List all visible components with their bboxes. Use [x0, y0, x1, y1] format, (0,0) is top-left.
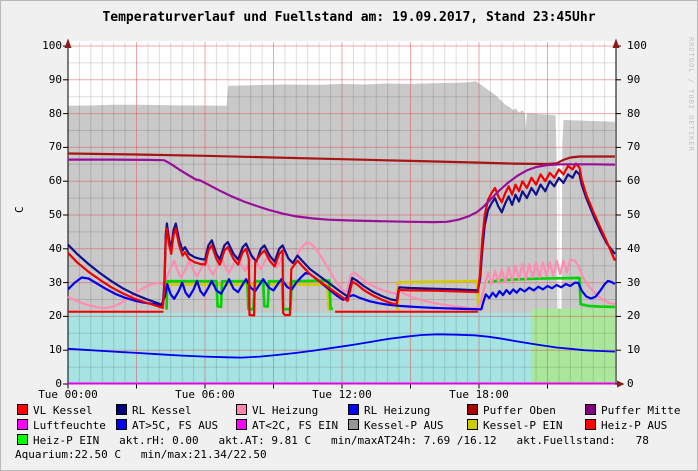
legend-swatch	[236, 419, 247, 430]
series-rl-heizung	[67, 272, 616, 311]
y-tick-label-left: 10	[48, 343, 62, 357]
legend-label: VL Kessel	[33, 404, 93, 417]
arrow-up-left	[64, 38, 72, 48]
legend-row-status: Heiz-P EIN akt.rH: 0.00 akt.AT: 9.81 C m…	[17, 434, 649, 447]
legend-label: AT>5C, FS AUS	[132, 419, 219, 432]
status-aquarium: Aquarium:22.50 C min/max:21.34/22.50	[15, 448, 267, 461]
legend-item-heiz-p-aus: Heiz-P AUS	[585, 419, 667, 432]
y-tick-label-left: 90	[48, 72, 62, 86]
legend-label: Luftfeuchte	[33, 419, 106, 432]
legend-label: Kessel-P AUS	[364, 419, 444, 432]
y-tick-label-right: 30	[627, 275, 641, 289]
area-at-gt5c-fs-aus	[68, 313, 532, 384]
y-tick-label-left: 30	[48, 275, 62, 289]
legend-swatch	[348, 404, 359, 415]
series-aussentemperatur	[67, 333, 615, 359]
legend-swatch	[17, 404, 28, 415]
x-tick-label: Tue 06:00	[175, 388, 235, 401]
legend-swatch	[467, 404, 478, 415]
legend-item-at-5c-fs-aus: AT>5C, FS AUS	[116, 419, 218, 432]
legend-label-heiz-p-ein: Heiz-P EIN	[33, 434, 100, 447]
series-kessel-p-ein	[396, 279, 480, 311]
chart-title: Temperaturverlauf und Fuellstand am: 19.…	[102, 10, 596, 25]
legend-swatch	[585, 404, 596, 415]
legend-label: Kessel-P EIN	[483, 419, 563, 432]
legend-swatch	[467, 419, 478, 430]
legend-item-vl-heizung: VL Heizung	[236, 404, 318, 417]
legend-label: AT<2C, FS EIN	[252, 419, 339, 432]
legend-swatch-heiz-p-ein	[17, 434, 28, 445]
legend-item-kessel-p-ein: Kessel-P EIN	[467, 419, 562, 432]
y-tick-label-right: 0	[627, 377, 634, 390]
status-values: akt.rH: 0.00 akt.AT: 9.81 C min/maxAT24h…	[99, 434, 649, 447]
y-tick-label-right: 70	[627, 140, 641, 154]
x-tick-label: Tue 12:00	[312, 388, 372, 401]
legend-label: RL Kessel	[132, 404, 192, 417]
legend-item-puffer-mitte: Puffer Mitte	[585, 404, 680, 417]
y-tick-label-left: 100	[42, 39, 62, 52]
legend-swatch	[236, 404, 247, 415]
y-tick-label-left: 70	[48, 140, 62, 154]
legend-item-at-2c-fs-ein: AT<2C, FS EIN	[236, 419, 338, 432]
legend-item-vl-kessel: VL Kessel	[17, 404, 93, 417]
series-heiz-p-ein	[165, 279, 334, 311]
y-tick-label-right: 60	[627, 174, 641, 188]
series-vl-kessel	[67, 162, 616, 317]
legend-item-puffer-oben: Puffer Oben	[467, 404, 556, 417]
legend-item-luftfeuchte: Luftfeuchte	[17, 419, 106, 432]
series-rl-kessel	[67, 170, 616, 307]
x-tick-label: Tue 18:00	[449, 388, 509, 401]
y-tick-label-left: 60	[48, 174, 62, 188]
y-tick-label-left: 40	[48, 241, 62, 255]
legend-swatch	[585, 419, 596, 430]
legend-label: Puffer Mitte	[601, 404, 681, 417]
legend-label: Puffer Oben	[483, 404, 556, 417]
y-tick-label-right: 50	[627, 208, 641, 221]
legend-label: Heiz-P AUS	[601, 419, 668, 432]
x-tick-label: Tue 00:00	[38, 388, 98, 401]
series-puffer-oben	[67, 152, 615, 166]
y-tick-label-left: 50	[48, 208, 62, 221]
y-tick-label-right: 90	[627, 72, 641, 86]
y-tick-label-right: 100	[627, 39, 647, 52]
legend-item-rl-heizung: RL Heizung	[348, 404, 430, 417]
y-tick-label-left: 0	[55, 377, 62, 390]
legend-swatch	[116, 404, 127, 415]
y-tick-label-right: 40	[627, 241, 641, 255]
arrow-right-x	[617, 380, 625, 388]
legend-item-kessel-p-aus: Kessel-P AUS	[348, 419, 443, 432]
legend-swatch	[17, 419, 28, 430]
series-puffer-mitte	[68, 158, 615, 224]
legend-item-rl-kessel: RL Kessel	[116, 404, 192, 417]
legend-swatch	[116, 419, 127, 430]
legend-label: RL Heizung	[364, 404, 431, 417]
y-tick-label-left: 20	[48, 309, 62, 323]
area-heiz-p-ein-area	[531, 308, 615, 384]
y-tick-label-right: 20	[627, 309, 641, 323]
legend-swatch	[348, 419, 359, 430]
y-tick-label-right: 80	[627, 106, 641, 120]
series-vl-heizung	[67, 241, 616, 310]
rrdtool-watermark: RRDTOOL / TOBI OETIKER	[687, 37, 695, 152]
y-tick-label-left: 80	[48, 106, 62, 120]
y-tick-label-right: 10	[627, 343, 641, 357]
arrow-up-right	[612, 38, 620, 48]
legend-label: VL Heizung	[252, 404, 319, 417]
